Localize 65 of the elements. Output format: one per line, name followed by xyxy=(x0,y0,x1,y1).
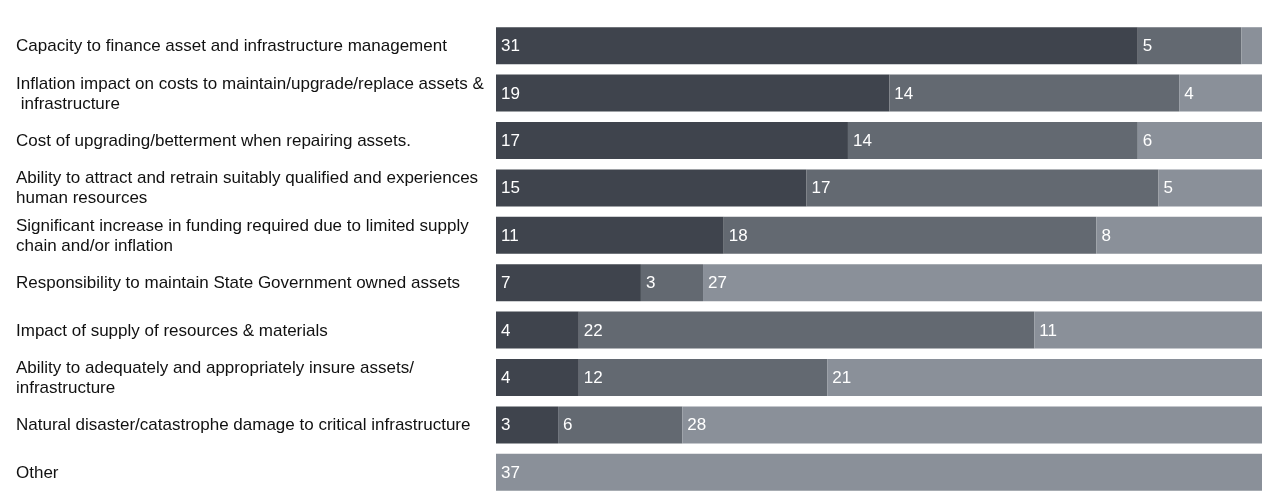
y-tick-label: Responsibility to maintain State Government owned assets xyxy=(16,273,461,293)
data-label: 4 xyxy=(501,320,511,340)
bar xyxy=(496,27,1138,65)
y-tick-label: Ability to adequately and appropriately insure assets/infrastructure xyxy=(16,358,415,397)
bar xyxy=(496,216,724,254)
data-label: 28 xyxy=(687,415,707,435)
data-label: 37 xyxy=(501,462,520,482)
bar xyxy=(496,359,579,396)
data-label: 3 xyxy=(501,415,511,435)
bar xyxy=(827,359,1262,396)
bar xyxy=(889,74,1180,112)
y-tick-label: Impact of supply of resources & materials xyxy=(16,320,328,340)
y-tick-label: Other xyxy=(16,462,59,482)
bar xyxy=(496,122,848,159)
bar xyxy=(806,169,1159,207)
y-tick-label: Ability to attract and retrain suitably qualified and experiences human resources xyxy=(16,168,483,208)
bar xyxy=(682,406,1262,444)
data-label: 27 xyxy=(708,273,727,293)
y-tick-label: Capacity to finance asset and infrastructure management xyxy=(16,36,448,56)
data-label: 18 xyxy=(728,225,748,245)
data-label: 3 xyxy=(645,273,656,293)
bar xyxy=(558,406,683,444)
bar xyxy=(578,311,1035,349)
bar xyxy=(496,169,807,207)
y-tick-label: Cost of upgrading/betterment when repairing assets. xyxy=(16,131,412,150)
data-label: 14 xyxy=(894,83,914,103)
data-label: 19 xyxy=(501,83,520,103)
bar xyxy=(703,264,1262,302)
data-label: 15 xyxy=(501,178,520,198)
data-label: 4 xyxy=(501,368,511,387)
data-label: 5 xyxy=(1142,36,1153,56)
data-label: 4 xyxy=(1184,83,1194,103)
data-label: 7 xyxy=(501,273,511,293)
data-label: 17 xyxy=(501,131,520,150)
bar xyxy=(1158,169,1262,207)
bar xyxy=(1034,311,1262,349)
data-label: 11 xyxy=(1039,320,1057,340)
bar xyxy=(1096,216,1262,254)
bar xyxy=(496,406,559,444)
bar xyxy=(496,74,890,112)
data-label: 22 xyxy=(583,320,603,340)
bar xyxy=(496,453,1262,491)
data-label: 14 xyxy=(852,131,872,150)
bar xyxy=(847,122,1138,159)
data-label: 11 xyxy=(501,225,519,245)
y-tick-label: Inflation impact on costs to maintain/upgrade/replace assets & infrastructure xyxy=(16,73,485,113)
bar xyxy=(723,216,1097,254)
data-label: 21 xyxy=(832,368,852,387)
data-label: 17 xyxy=(811,178,831,198)
bar xyxy=(496,264,641,302)
data-label: 12 xyxy=(583,368,603,387)
data-label: 31 xyxy=(501,36,520,56)
bar xyxy=(1179,74,1262,112)
bar xyxy=(1241,27,1262,65)
y-tick-label: Significant increase in funding required due to limited supply chain and/or inflation xyxy=(16,215,474,255)
bar xyxy=(496,311,579,349)
bar xyxy=(1137,122,1262,159)
y-tick-label: Natural disaster/catastrophe damage to critical infrastructure xyxy=(16,415,471,435)
bar xyxy=(640,264,704,302)
bar xyxy=(1137,27,1242,65)
data-label: 6 xyxy=(563,415,573,435)
data-label: 5 xyxy=(1163,178,1173,198)
bar xyxy=(578,359,828,396)
data-label: 6 xyxy=(1142,131,1153,150)
data-label: 8 xyxy=(1101,225,1111,245)
